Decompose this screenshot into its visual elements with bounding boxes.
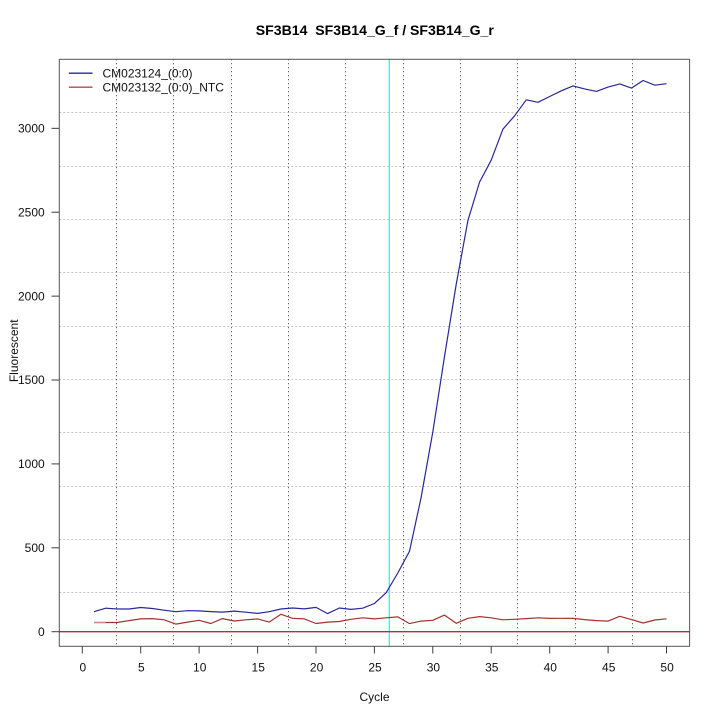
svg-text:45: 45 bbox=[602, 661, 616, 675]
svg-text:25: 25 bbox=[368, 661, 382, 675]
svg-text:35: 35 bbox=[485, 661, 499, 675]
svg-text:Cycle: Cycle bbox=[359, 690, 389, 704]
svg-text:1500: 1500 bbox=[18, 373, 45, 387]
svg-text:30: 30 bbox=[427, 661, 441, 675]
svg-text:10: 10 bbox=[193, 661, 207, 675]
svg-text:CM023132_(0:0)_NTC: CM023132_(0:0)_NTC bbox=[103, 80, 225, 94]
svg-text:15: 15 bbox=[252, 661, 266, 675]
svg-text:2000: 2000 bbox=[18, 289, 45, 303]
svg-text:SF3B14 SF3B14_G_f / SF3B14_G_: SF3B14 SF3B14_G_f / SF3B14_G_r bbox=[256, 22, 495, 38]
svg-text:5: 5 bbox=[138, 661, 145, 675]
svg-text:0: 0 bbox=[38, 625, 45, 639]
svg-text:500: 500 bbox=[25, 541, 45, 555]
svg-text:0: 0 bbox=[80, 661, 87, 675]
svg-text:50: 50 bbox=[660, 661, 674, 675]
svg-text:20: 20 bbox=[310, 661, 324, 675]
svg-text:CM023124_(0:0): CM023124_(0:0) bbox=[103, 66, 193, 80]
svg-text:40: 40 bbox=[544, 661, 558, 675]
svg-text:Fluorescent: Fluorescent bbox=[7, 319, 21, 382]
svg-text:3000: 3000 bbox=[18, 122, 45, 136]
svg-text:2500: 2500 bbox=[18, 205, 45, 219]
svg-text:1000: 1000 bbox=[18, 457, 45, 471]
